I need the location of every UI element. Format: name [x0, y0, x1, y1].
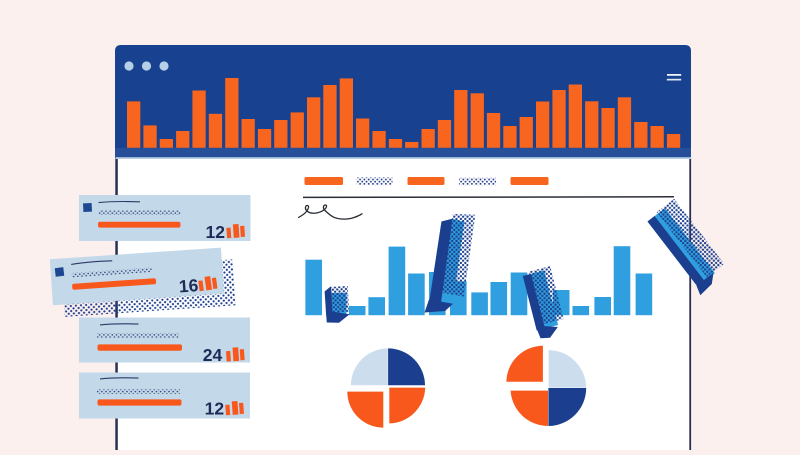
svg-text:12: 12 [206, 222, 226, 242]
svg-text:12: 12 [205, 399, 225, 419]
svg-text:24: 24 [203, 345, 223, 365]
svg-text:16: 16 [178, 275, 199, 296]
